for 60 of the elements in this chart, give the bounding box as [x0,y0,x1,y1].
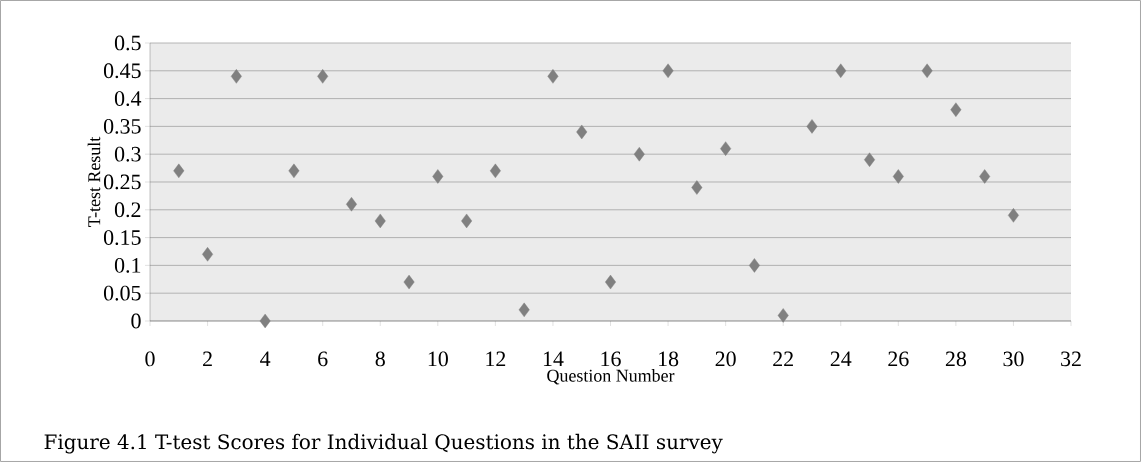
point [777,308,789,323]
point [374,213,386,229]
point [720,141,732,156]
x-tick-label: 14 [543,351,564,366]
x-tick-label: 24 [830,351,852,367]
y-tick-label: 0 [131,313,141,329]
point [806,119,818,134]
x-tick-label: 18 [659,351,679,367]
x-tick-label: 28 [945,351,967,367]
y-tick-label: 0.1 [114,257,141,273]
point [489,163,501,179]
point [403,274,415,290]
point [662,63,674,78]
y-tick-label: 0.45 [103,63,141,79]
y-axis-title: T-test Result [87,136,101,227]
point [633,146,645,162]
x-tick-label: 16 [601,351,621,367]
x-axis-title: Question Number [547,369,675,385]
x-tick-label: 20 [715,351,736,367]
point [230,69,242,84]
x-tick-label: 10 [428,351,448,367]
point [173,163,185,179]
y-tick-label: 0.25 [103,174,141,190]
x-tick-label: 12 [486,351,506,367]
y-tick-label: 0.05 [103,285,141,301]
point [864,152,875,167]
x-tick-label: 32 [1061,351,1081,367]
x-tick-label: 6 [318,351,328,367]
point [288,163,300,179]
y-tick-label: 0.15 [103,230,141,246]
y-tick-label: 0.3 [114,146,141,162]
x-tick-label: 22 [773,351,793,367]
point [1008,208,1019,223]
point [432,169,444,184]
y-tick-label: 0.4 [114,91,142,107]
x-tick-label: 26 [888,351,909,367]
point [691,180,703,195]
point [892,169,904,184]
point [461,213,473,229]
point [259,313,271,329]
x-tick-label: 0 [145,351,155,367]
point [547,69,559,84]
point [921,63,933,78]
y-tick-label: 0.5 [114,35,141,51]
x-tick-label: 8 [375,351,385,367]
point [576,124,588,140]
point [748,258,760,273]
point [979,169,991,184]
x-tick-label: 4 [260,351,271,366]
point [317,69,329,84]
x-tick-label: 30 [1003,351,1024,367]
point [202,247,214,262]
point [950,102,962,117]
point [346,197,357,212]
point [518,302,530,318]
caption: Figure 4.1 T-test Scores for Individual Questions in the SAII survey [44,433,723,454]
x-tick-label: 2 [203,351,212,367]
y-tick-label: 0.35 [103,118,141,134]
y-tick-label: 0.2 [114,202,141,218]
point [835,63,847,78]
